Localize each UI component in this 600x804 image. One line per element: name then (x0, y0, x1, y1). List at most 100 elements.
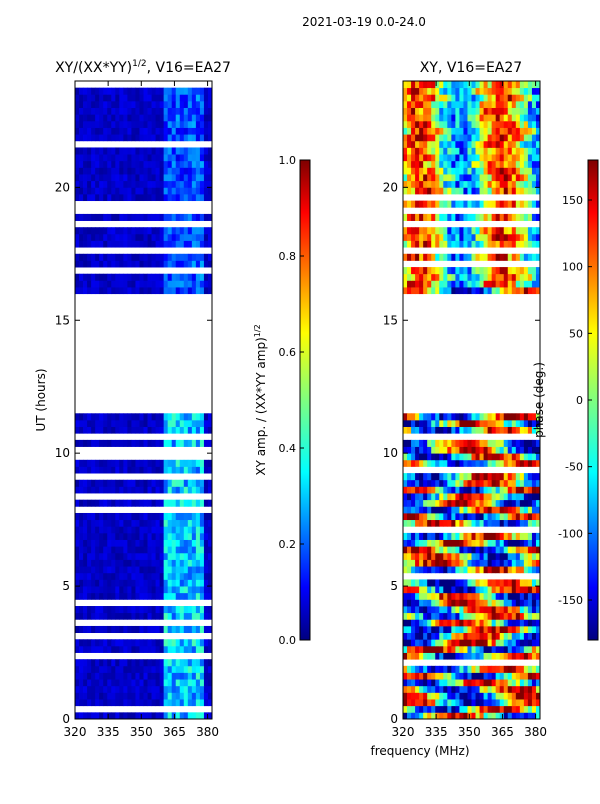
heatmap-cell (207, 280, 212, 288)
heatmap-cell (471, 599, 476, 607)
heatmap-cell (531, 639, 537, 647)
heatmap-cell (407, 699, 412, 707)
heatmap-cell (503, 679, 509, 687)
heatmap-cell (499, 645, 505, 653)
heatmap-cell (87, 253, 92, 261)
heatmap-cell (435, 426, 440, 434)
heatmap-cell (143, 287, 148, 295)
heatmap-cell (187, 94, 193, 102)
heatmap-cell (407, 479, 412, 487)
heatmap-cell (479, 419, 484, 427)
heatmap-cell (431, 273, 436, 281)
heatmap-cell (423, 512, 428, 521)
heatmap-cell (135, 692, 140, 700)
heatmap-cell (187, 699, 193, 707)
heatmap-cell (131, 659, 136, 667)
heatmap-cell (535, 625, 540, 634)
heatmap-cell (175, 413, 181, 421)
heatmap-cell (419, 287, 424, 295)
heatmap-cell (459, 559, 464, 567)
heatmap-cell (455, 705, 460, 713)
heatmap-cell (95, 233, 100, 241)
heatmap-cell (79, 486, 84, 494)
heatmap-cell (415, 147, 420, 155)
heatmap-cell (143, 193, 148, 202)
heatmap-cell (199, 180, 205, 188)
heatmap-cell (447, 639, 452, 647)
heatmap-cell (499, 114, 505, 122)
heatmap-cell (115, 459, 120, 467)
heatmap-cell (479, 512, 484, 521)
heatmap-cell (503, 652, 509, 660)
heatmap-cell (479, 486, 484, 494)
heatmap-cell (471, 233, 476, 241)
heatmap-cell (103, 639, 108, 647)
heatmap-cell (459, 672, 464, 680)
heatmap-cell (423, 486, 428, 494)
heatmap-cell (191, 167, 197, 175)
heatmap-cell (87, 273, 92, 281)
heatmap-cell (459, 499, 464, 507)
heatmap-cell (475, 180, 480, 188)
heatmap-cell (79, 187, 84, 195)
heatmap-cell (183, 174, 189, 182)
heatmap-cell (99, 260, 104, 268)
heatmap-cell (423, 287, 428, 295)
heatmap-cell (95, 280, 100, 288)
heatmap-cell (207, 672, 212, 680)
heatmap-cell (531, 606, 537, 614)
heatmap-cell (151, 672, 156, 680)
heatmap-cell (479, 127, 484, 135)
heatmap-cell (163, 699, 169, 707)
heatmap-cell (511, 625, 517, 634)
heatmap-cell (91, 479, 96, 487)
heatmap-cell (87, 566, 92, 574)
y-tick-label: 20 (383, 180, 398, 194)
heatmap-cell (75, 486, 80, 494)
heatmap-cell (195, 679, 201, 687)
heatmap-cell (415, 213, 420, 221)
heatmap-cell (175, 107, 181, 115)
heatmap-cell (75, 526, 80, 534)
heatmap-cell (111, 612, 116, 620)
heatmap-cell (411, 712, 416, 719)
heatmap-cell (515, 413, 521, 421)
heatmap-cell (159, 645, 165, 653)
heatmap-cell (163, 253, 169, 261)
heatmap-cell (523, 233, 529, 241)
heatmap-cell (107, 679, 112, 687)
heatmap-cell (119, 606, 124, 614)
heatmap-cell (483, 140, 489, 148)
heatmap-cell (135, 512, 140, 521)
heatmap-cell (411, 559, 416, 567)
heatmap-cell (451, 705, 456, 713)
heatmap-cell (475, 134, 480, 142)
heatmap-cell (135, 253, 140, 261)
heatmap-cell (203, 193, 209, 202)
heatmap-cell (503, 446, 509, 454)
heatmap-cell (119, 426, 124, 434)
heatmap-cell (191, 107, 197, 115)
heatmap-cell (195, 114, 201, 122)
heatmap-cell (139, 645, 144, 653)
heatmap-cell (523, 705, 529, 713)
heatmap-cell (483, 645, 489, 653)
heatmap-cell (131, 120, 136, 128)
heatmap-cell (535, 180, 540, 188)
heatmap-cell (467, 592, 472, 600)
heatmap-cell (403, 679, 408, 687)
heatmap-cell (159, 120, 165, 128)
heatmap-cell (155, 519, 161, 527)
heatmap-cell (467, 439, 472, 447)
heatmap-cell (143, 100, 148, 108)
heatmap-cell (87, 287, 92, 295)
heatmap-cell (451, 665, 456, 673)
heatmap-cell (163, 107, 169, 115)
heatmap-cell (463, 413, 468, 421)
heatmap-cell (191, 147, 197, 155)
heatmap-cell (175, 87, 181, 95)
heatmap-cell (111, 280, 116, 288)
heatmap-cell (439, 453, 444, 461)
heatmap-cell (491, 426, 497, 434)
heatmap-cell (143, 699, 148, 707)
